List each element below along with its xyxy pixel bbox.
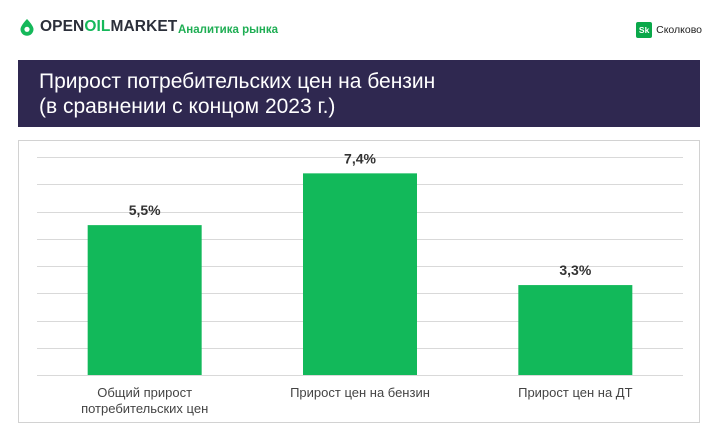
sk-badge-icon: Sk xyxy=(636,22,653,38)
partner-name: Сколково xyxy=(656,24,702,36)
skolkovo-logo[interactable]: Sk Сколково xyxy=(636,22,702,38)
category-label-1: Общий прирост xyxy=(97,385,192,400)
oil-drop-icon xyxy=(20,19,34,36)
bars xyxy=(87,173,633,375)
category-label-1: потребительских цен xyxy=(81,401,208,416)
chart-title: Прирост потребительских цен на бензин (в… xyxy=(39,70,436,118)
chart-card: 5,5% 7,4% 3,3% Общий прирост потребительски… xyxy=(18,140,700,423)
bar-2 xyxy=(303,173,417,375)
openoilmarket-logo[interactable]: OPENOILMARKET xyxy=(18,18,177,36)
value-label-1: 5,5% xyxy=(129,202,161,218)
bar-1 xyxy=(87,225,202,375)
value-label-2: 7,4% xyxy=(344,150,376,166)
category-label-2: Прирост цен на бензин xyxy=(290,385,430,400)
category-label-3: Прирост цен на ДТ xyxy=(518,385,633,400)
bar-3 xyxy=(518,285,633,375)
brand-name: OPENOILMARKET xyxy=(40,18,178,35)
bar-chart: 5,5% 7,4% 3,3% Общий приростпотребительски… xyxy=(37,150,683,416)
title-banner: Прирост потребительских цен на бензин (в… xyxy=(18,60,700,127)
value-label-3: 3,3% xyxy=(559,262,591,278)
top-bar: OPENOILMARKET Аналитика рынка Sk Сколков… xyxy=(0,0,720,58)
section-subtitle: Аналитика рынка xyxy=(178,24,279,36)
value-labels: 5,5% 7,4% 3,3% xyxy=(129,150,592,278)
